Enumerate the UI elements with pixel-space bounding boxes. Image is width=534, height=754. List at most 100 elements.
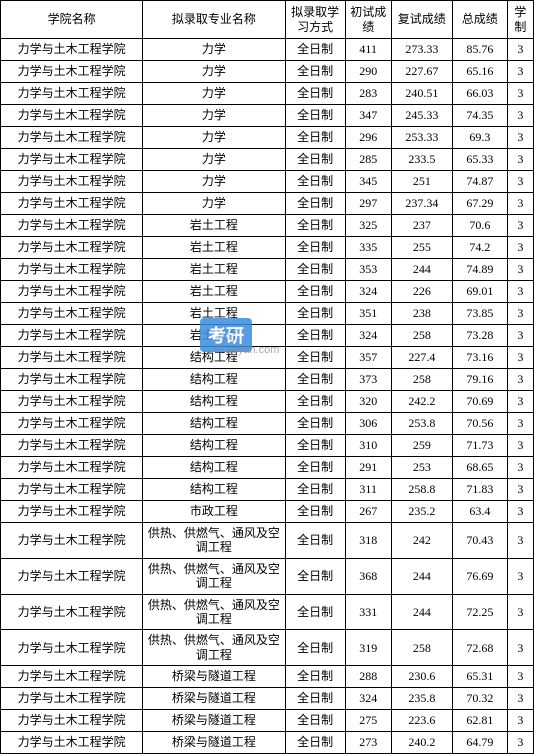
cell-total: 74.35: [452, 105, 507, 127]
cell-s2: 238: [391, 303, 452, 325]
cell-total: 73.16: [452, 347, 507, 369]
cell-school: 力学与土木工程学院: [1, 501, 143, 523]
cell-mode: 全日制: [285, 369, 345, 391]
cell-s2: 253.8: [391, 413, 452, 435]
cell-school: 力学与土木工程学院: [1, 105, 143, 127]
table-row: 力学与土木工程学院力学全日制283240.5166.033: [1, 83, 534, 105]
cell-years: 3: [507, 594, 533, 630]
cell-s1: 351: [345, 303, 391, 325]
cell-total: 73.28: [452, 325, 507, 347]
cell-total: 68.65: [452, 457, 507, 479]
cell-years: 3: [507, 215, 533, 237]
table-row: 力学与土木工程学院力学全日制285233.565.333: [1, 149, 534, 171]
cell-s1: 306: [345, 413, 391, 435]
cell-school: 力学与土木工程学院: [1, 61, 143, 83]
cell-total: 62.81: [452, 710, 507, 732]
cell-s1: 335: [345, 237, 391, 259]
cell-school: 力学与土木工程学院: [1, 523, 143, 559]
cell-years: 3: [507, 281, 533, 303]
cell-years: 3: [507, 688, 533, 710]
cell-s2: 253: [391, 457, 452, 479]
cell-s2: 240.51: [391, 83, 452, 105]
cell-s1: 310: [345, 435, 391, 457]
cell-major: 岩土工程: [143, 259, 285, 281]
cell-total: 74.2: [452, 237, 507, 259]
cell-total: 74.87: [452, 171, 507, 193]
cell-total: 74.89: [452, 259, 507, 281]
cell-total: 64.79: [452, 732, 507, 754]
table-header: 学院名称拟录取专业名称拟录取学习方式初试成绩复试成绩总成绩学制: [1, 1, 534, 39]
cell-major: 岩土工程: [143, 237, 285, 259]
cell-mode: 全日制: [285, 457, 345, 479]
cell-s1: 283: [345, 83, 391, 105]
admissions-table: 学院名称拟录取专业名称拟录取学习方式初试成绩复试成绩总成绩学制 力学与土木工程学…: [0, 0, 534, 754]
cell-major: 岩土工程: [143, 325, 285, 347]
table-row: 力学与土木工程学院结构工程全日制357227.473.163: [1, 347, 534, 369]
cell-school: 力学与土木工程学院: [1, 347, 143, 369]
cell-major: 桥梁与隧道工程: [143, 666, 285, 688]
cell-years: 3: [507, 523, 533, 559]
cell-mode: 全日制: [285, 105, 345, 127]
cell-total: 71.83: [452, 479, 507, 501]
cell-years: 3: [507, 39, 533, 61]
table-row: 力学与土木工程学院结构工程全日制31025971.733: [1, 435, 534, 457]
table-row: 力学与土木工程学院市政工程全日制267235.263.43: [1, 501, 534, 523]
cell-school: 力学与土木工程学院: [1, 149, 143, 171]
cell-mode: 全日制: [285, 193, 345, 215]
cell-years: 3: [507, 105, 533, 127]
table-row: 力学与土木工程学院结构工程全日制320242.270.693: [1, 391, 534, 413]
cell-total: 65.33: [452, 149, 507, 171]
table-row: 力学与土木工程学院岩土工程全日制32425873.283: [1, 325, 534, 347]
cell-total: 71.73: [452, 435, 507, 457]
cell-s1: 353: [345, 259, 391, 281]
table-row: 力学与土木工程学院桥梁与隧道工程全日制288230.665.313: [1, 666, 534, 688]
cell-s2: 255: [391, 237, 452, 259]
cell-s2: 227.4: [391, 347, 452, 369]
cell-major: 结构工程: [143, 347, 285, 369]
cell-school: 力学与土木工程学院: [1, 193, 143, 215]
cell-mode: 全日制: [285, 710, 345, 732]
table-row: 力学与土木工程学院结构工程全日制29125368.653: [1, 457, 534, 479]
cell-s1: 320: [345, 391, 391, 413]
cell-s2: 223.6: [391, 710, 452, 732]
cell-major: 结构工程: [143, 413, 285, 435]
table-row: 力学与土木工程学院力学全日制290227.6765.163: [1, 61, 534, 83]
cell-s1: 411: [345, 39, 391, 61]
cell-total: 70.56: [452, 413, 507, 435]
cell-total: 69.01: [452, 281, 507, 303]
table-row: 力学与土木工程学院力学全日制347245.3374.353: [1, 105, 534, 127]
table-row: 力学与土木工程学院岩土工程全日制33525574.23: [1, 237, 534, 259]
cell-s2: 240.2: [391, 732, 452, 754]
cell-mode: 全日制: [285, 594, 345, 630]
cell-major: 桥梁与隧道工程: [143, 732, 285, 754]
cell-years: 3: [507, 171, 533, 193]
cell-s1: 275: [345, 710, 391, 732]
table-row: 力学与土木工程学院结构工程全日制311258.871.833: [1, 479, 534, 501]
cell-s1: 373: [345, 369, 391, 391]
table-row: 力学与土木工程学院供热、供燃气、通风及空调工程全日制31824270.433: [1, 523, 534, 559]
column-header: 学院名称: [1, 1, 143, 39]
cell-total: 72.25: [452, 594, 507, 630]
cell-s2: 244: [391, 259, 452, 281]
cell-school: 力学与土木工程学院: [1, 558, 143, 594]
cell-total: 70.6: [452, 215, 507, 237]
column-header: 拟录取学习方式: [285, 1, 345, 39]
cell-mode: 全日制: [285, 688, 345, 710]
table-row: 力学与土木工程学院力学全日制411273.3385.763: [1, 39, 534, 61]
cell-major: 岩土工程: [143, 215, 285, 237]
cell-total: 70.69: [452, 391, 507, 413]
cell-major: 力学: [143, 83, 285, 105]
cell-years: 3: [507, 127, 533, 149]
table-row: 力学与土木工程学院桥梁与隧道工程全日制275223.662.813: [1, 710, 534, 732]
cell-school: 力学与土木工程学院: [1, 127, 143, 149]
table-row: 力学与土木工程学院桥梁与隧道工程全日制273240.264.793: [1, 732, 534, 754]
cell-school: 力学与土木工程学院: [1, 413, 143, 435]
cell-mode: 全日制: [285, 501, 345, 523]
column-header: 拟录取专业名称: [143, 1, 285, 39]
cell-s2: 237: [391, 215, 452, 237]
cell-mode: 全日制: [285, 732, 345, 754]
cell-total: 76.69: [452, 558, 507, 594]
cell-major: 力学: [143, 171, 285, 193]
cell-s2: 242: [391, 523, 452, 559]
cell-mode: 全日制: [285, 39, 345, 61]
